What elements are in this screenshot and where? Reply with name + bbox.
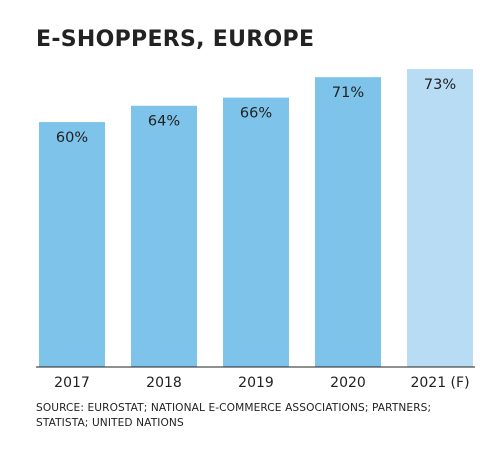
x-tick-label: 2020 xyxy=(330,375,366,391)
data-label: 73% xyxy=(424,77,456,93)
data-label: 64% xyxy=(148,114,180,130)
bar-2021-f xyxy=(407,69,473,367)
x-tick-label: 2018 xyxy=(146,375,182,391)
bar-2020 xyxy=(315,77,381,368)
x-tick-label: 2019 xyxy=(238,375,274,391)
bar-2018 xyxy=(131,105,197,368)
x-tick-label: 2021 (F) xyxy=(410,375,469,391)
data-label: 60% xyxy=(56,130,88,146)
x-tick-label: 2017 xyxy=(54,375,90,391)
chart-title: E-SHOPPERS, EUROPE xyxy=(36,27,315,52)
bar-2017 xyxy=(39,122,105,367)
bar-2019 xyxy=(223,97,289,367)
source-note: SOURCE: EUROSTAT; NATIONAL E-COMMERCE AS… xyxy=(36,402,432,429)
data-label: 71% xyxy=(332,85,364,101)
data-label: 66% xyxy=(240,106,272,122)
